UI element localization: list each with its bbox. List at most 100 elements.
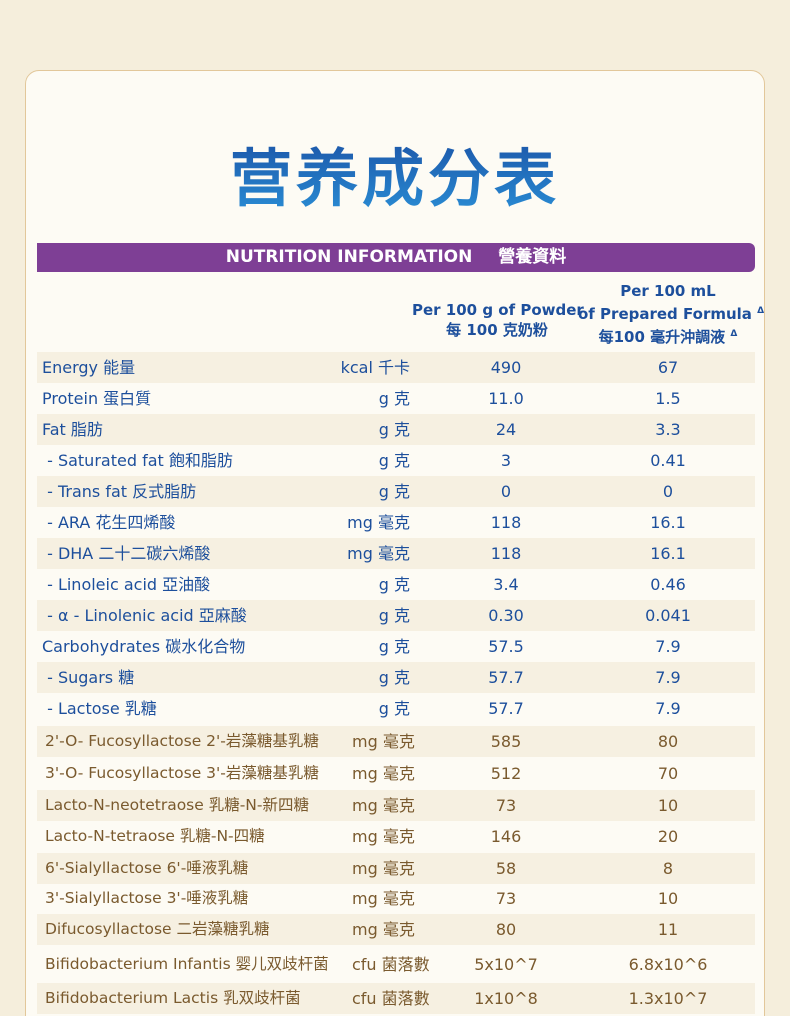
table-row: - Trans fat 反式脂肪 g 克 0 0 bbox=[37, 476, 755, 507]
table-row: Protein 蛋白質 g 克 11.0 1.5 bbox=[37, 383, 755, 414]
prepared-value: 3.3 bbox=[655, 420, 681, 439]
prepared-value: 20 bbox=[657, 827, 679, 846]
title: 营养成分表 bbox=[0, 128, 790, 218]
powder-value: 0.30 bbox=[488, 606, 524, 625]
powder-value: 80 bbox=[495, 920, 517, 939]
table-row: Bifidobacterium Lactis 乳双歧杆菌 cfu 菌落數 1x10^… bbox=[37, 983, 755, 1014]
table-row: Lacto-N-tetraose 乳糖-N-四糖 mg 毫克 146 20 bbox=[37, 821, 755, 852]
unit: mg 毫克 bbox=[352, 764, 415, 783]
nutrient-name: 2'-O- Fucosyllactose 2'-岩藻糖基乳糖 bbox=[45, 732, 319, 750]
prepared-value: 0.041 bbox=[645, 606, 691, 625]
unit: mg 毫克 bbox=[352, 889, 415, 908]
unit: kcal 千卡 bbox=[340, 358, 410, 377]
table-row: - Linoleic acid 亞油酸 g 克 3.4 0.46 bbox=[37, 569, 755, 600]
powder-value: 1x10^8 bbox=[474, 989, 538, 1008]
unit: cfu 菌落數 bbox=[352, 989, 430, 1008]
powder-value: 118 bbox=[490, 513, 522, 532]
unit: g 克 bbox=[378, 420, 410, 439]
nutrient-name: Bifidobacterium Lactis 乳双歧杆菌 bbox=[45, 989, 301, 1007]
table-row: Bifidobacterium Infantis 婴儿双歧杆菌 cfu 菌落數 5x… bbox=[37, 949, 755, 980]
prepared-value: 8 bbox=[662, 859, 674, 878]
prepared-value: 67 bbox=[657, 358, 679, 377]
table-row: - Sugars 糖 g 克 57.7 7.9 bbox=[37, 662, 755, 693]
unit: mg 毫克 bbox=[352, 859, 415, 878]
powder-value: 585 bbox=[490, 732, 522, 751]
unit: g 克 bbox=[378, 699, 410, 718]
powder-value: 5x10^7 bbox=[474, 955, 538, 974]
header-line: Per 100 g of Powder bbox=[412, 301, 584, 319]
prepared-header: Per 100 mL of Prepared Formula Δ 每100 毫升… bbox=[578, 281, 764, 347]
prepared-value: 10 bbox=[657, 889, 679, 908]
unit: mg 毫克 bbox=[347, 544, 410, 563]
table-row: 2'-O- Fucosyllactose 2'-岩藻糖基乳糖 mg 毫克 585 80 bbox=[37, 726, 755, 757]
powder-header: Per 100 g of Powder 每 100 克奶粉 bbox=[412, 300, 584, 340]
powder-value: 58 bbox=[495, 859, 517, 878]
unit: mg 毫克 bbox=[352, 920, 415, 939]
table-row: - Saturated fat 飽和脂肪 g 克 3 0.41 bbox=[37, 445, 755, 476]
nutrient-name: Bifidobacterium Infantis 婴儿双歧杆菌 bbox=[45, 955, 329, 973]
powder-value: 512 bbox=[490, 764, 522, 783]
header-text: of Prepared Formula bbox=[578, 305, 752, 323]
powder-value: 490 bbox=[490, 358, 522, 377]
nutrient-name: - DHA 二十二碳六烯酸 bbox=[42, 544, 211, 563]
banner-english: NUTRITION INFORMATION bbox=[225, 247, 473, 267]
powder-value: 3 bbox=[500, 451, 512, 470]
powder-value: 57.7 bbox=[488, 699, 524, 718]
powder-value: 73 bbox=[495, 889, 517, 908]
header-line: of Prepared Formula Δ bbox=[578, 301, 764, 324]
header-line: 每100 毫升沖調液 Δ bbox=[578, 324, 758, 347]
table-row: Energy 能量 kcal 千卡 490 67 bbox=[37, 352, 755, 383]
nutrient-name: - Linoleic acid 亞油酸 bbox=[42, 575, 211, 594]
banner-chinese: 營養資料 bbox=[498, 247, 567, 267]
powder-value: 0 bbox=[500, 482, 512, 501]
nutrient-name: Energy 能量 bbox=[42, 358, 136, 377]
nutrient-name: 6'-Sialyllactose 6'-唾液乳糖 bbox=[45, 859, 249, 877]
header-text: 每100 毫升沖調液 bbox=[598, 328, 726, 346]
unit: mg 毫克 bbox=[352, 827, 415, 846]
powder-value: 24 bbox=[495, 420, 517, 439]
unit: g 克 bbox=[378, 575, 410, 594]
table-row: - DHA 二十二碳六烯酸 mg 毫克 118 16.1 bbox=[37, 538, 755, 569]
unit: mg 毫克 bbox=[352, 732, 415, 751]
nutrient-name: Carbohydrates 碳水化合物 bbox=[42, 637, 246, 656]
nutrient-name: - Saturated fat 飽和脂肪 bbox=[42, 451, 233, 470]
powder-value: 11.0 bbox=[488, 389, 524, 408]
prepared-value: 0 bbox=[662, 482, 674, 501]
prepared-value: 70 bbox=[657, 764, 679, 783]
unit: g 克 bbox=[378, 451, 410, 470]
prepared-value: 7.9 bbox=[655, 699, 681, 718]
unit: cfu 菌落數 bbox=[352, 955, 430, 974]
nutrient-name: - α - Linolenic acid 亞麻酸 bbox=[42, 606, 247, 625]
unit: g 克 bbox=[378, 637, 410, 656]
nutrient-name: - Lactose 乳糖 bbox=[42, 699, 157, 718]
footnote-marker: Δ bbox=[757, 306, 765, 316]
nutrient-name: 3'-Sialyllactose 3'-唾液乳糖 bbox=[45, 889, 249, 907]
prepared-value: 6.8x10^6 bbox=[628, 955, 708, 974]
powder-value: 57.7 bbox=[488, 668, 524, 687]
unit: g 克 bbox=[378, 668, 410, 687]
prepared-value: 11 bbox=[657, 920, 679, 939]
prepared-value: 1.5 bbox=[655, 389, 681, 408]
powder-value: 118 bbox=[490, 544, 522, 563]
powder-value: 146 bbox=[490, 827, 522, 846]
powder-value: 57.5 bbox=[488, 637, 524, 656]
banner: NUTRITION INFORMATION 營養資料 bbox=[37, 243, 755, 272]
table-row: - ARA 花生四烯酸 mg 毫克 118 16.1 bbox=[37, 507, 755, 538]
nutrient-name: Protein 蛋白質 bbox=[42, 389, 152, 408]
table-row: 3'-Sialyllactose 3'-唾液乳糖 mg 毫克 73 10 bbox=[37, 883, 755, 914]
unit: mg 毫克 bbox=[352, 796, 415, 815]
nutrient-name: - ARA 花生四烯酸 bbox=[42, 513, 176, 532]
prepared-value: 7.9 bbox=[655, 637, 681, 656]
unit: g 克 bbox=[378, 482, 410, 501]
unit: g 克 bbox=[378, 606, 410, 625]
prepared-value: 7.9 bbox=[655, 668, 681, 687]
prepared-value: 16.1 bbox=[650, 513, 686, 532]
footnote-marker: Δ bbox=[730, 329, 738, 339]
unit: mg 毫克 bbox=[347, 513, 410, 532]
nutrient-name: 3'-O- Fucosyllactose 3'-岩藻糖基乳糖 bbox=[45, 764, 319, 782]
table-row: Lacto-N-neotetraose 乳糖-N-新四糖 mg 毫克 73 10 bbox=[37, 790, 755, 821]
unit: g 克 bbox=[378, 389, 410, 408]
table-row: - α - Linolenic acid 亞麻酸 g 克 0.30 0.041 bbox=[37, 600, 755, 631]
nutrient-name: Lacto-N-tetraose 乳糖-N-四糖 bbox=[45, 827, 265, 845]
